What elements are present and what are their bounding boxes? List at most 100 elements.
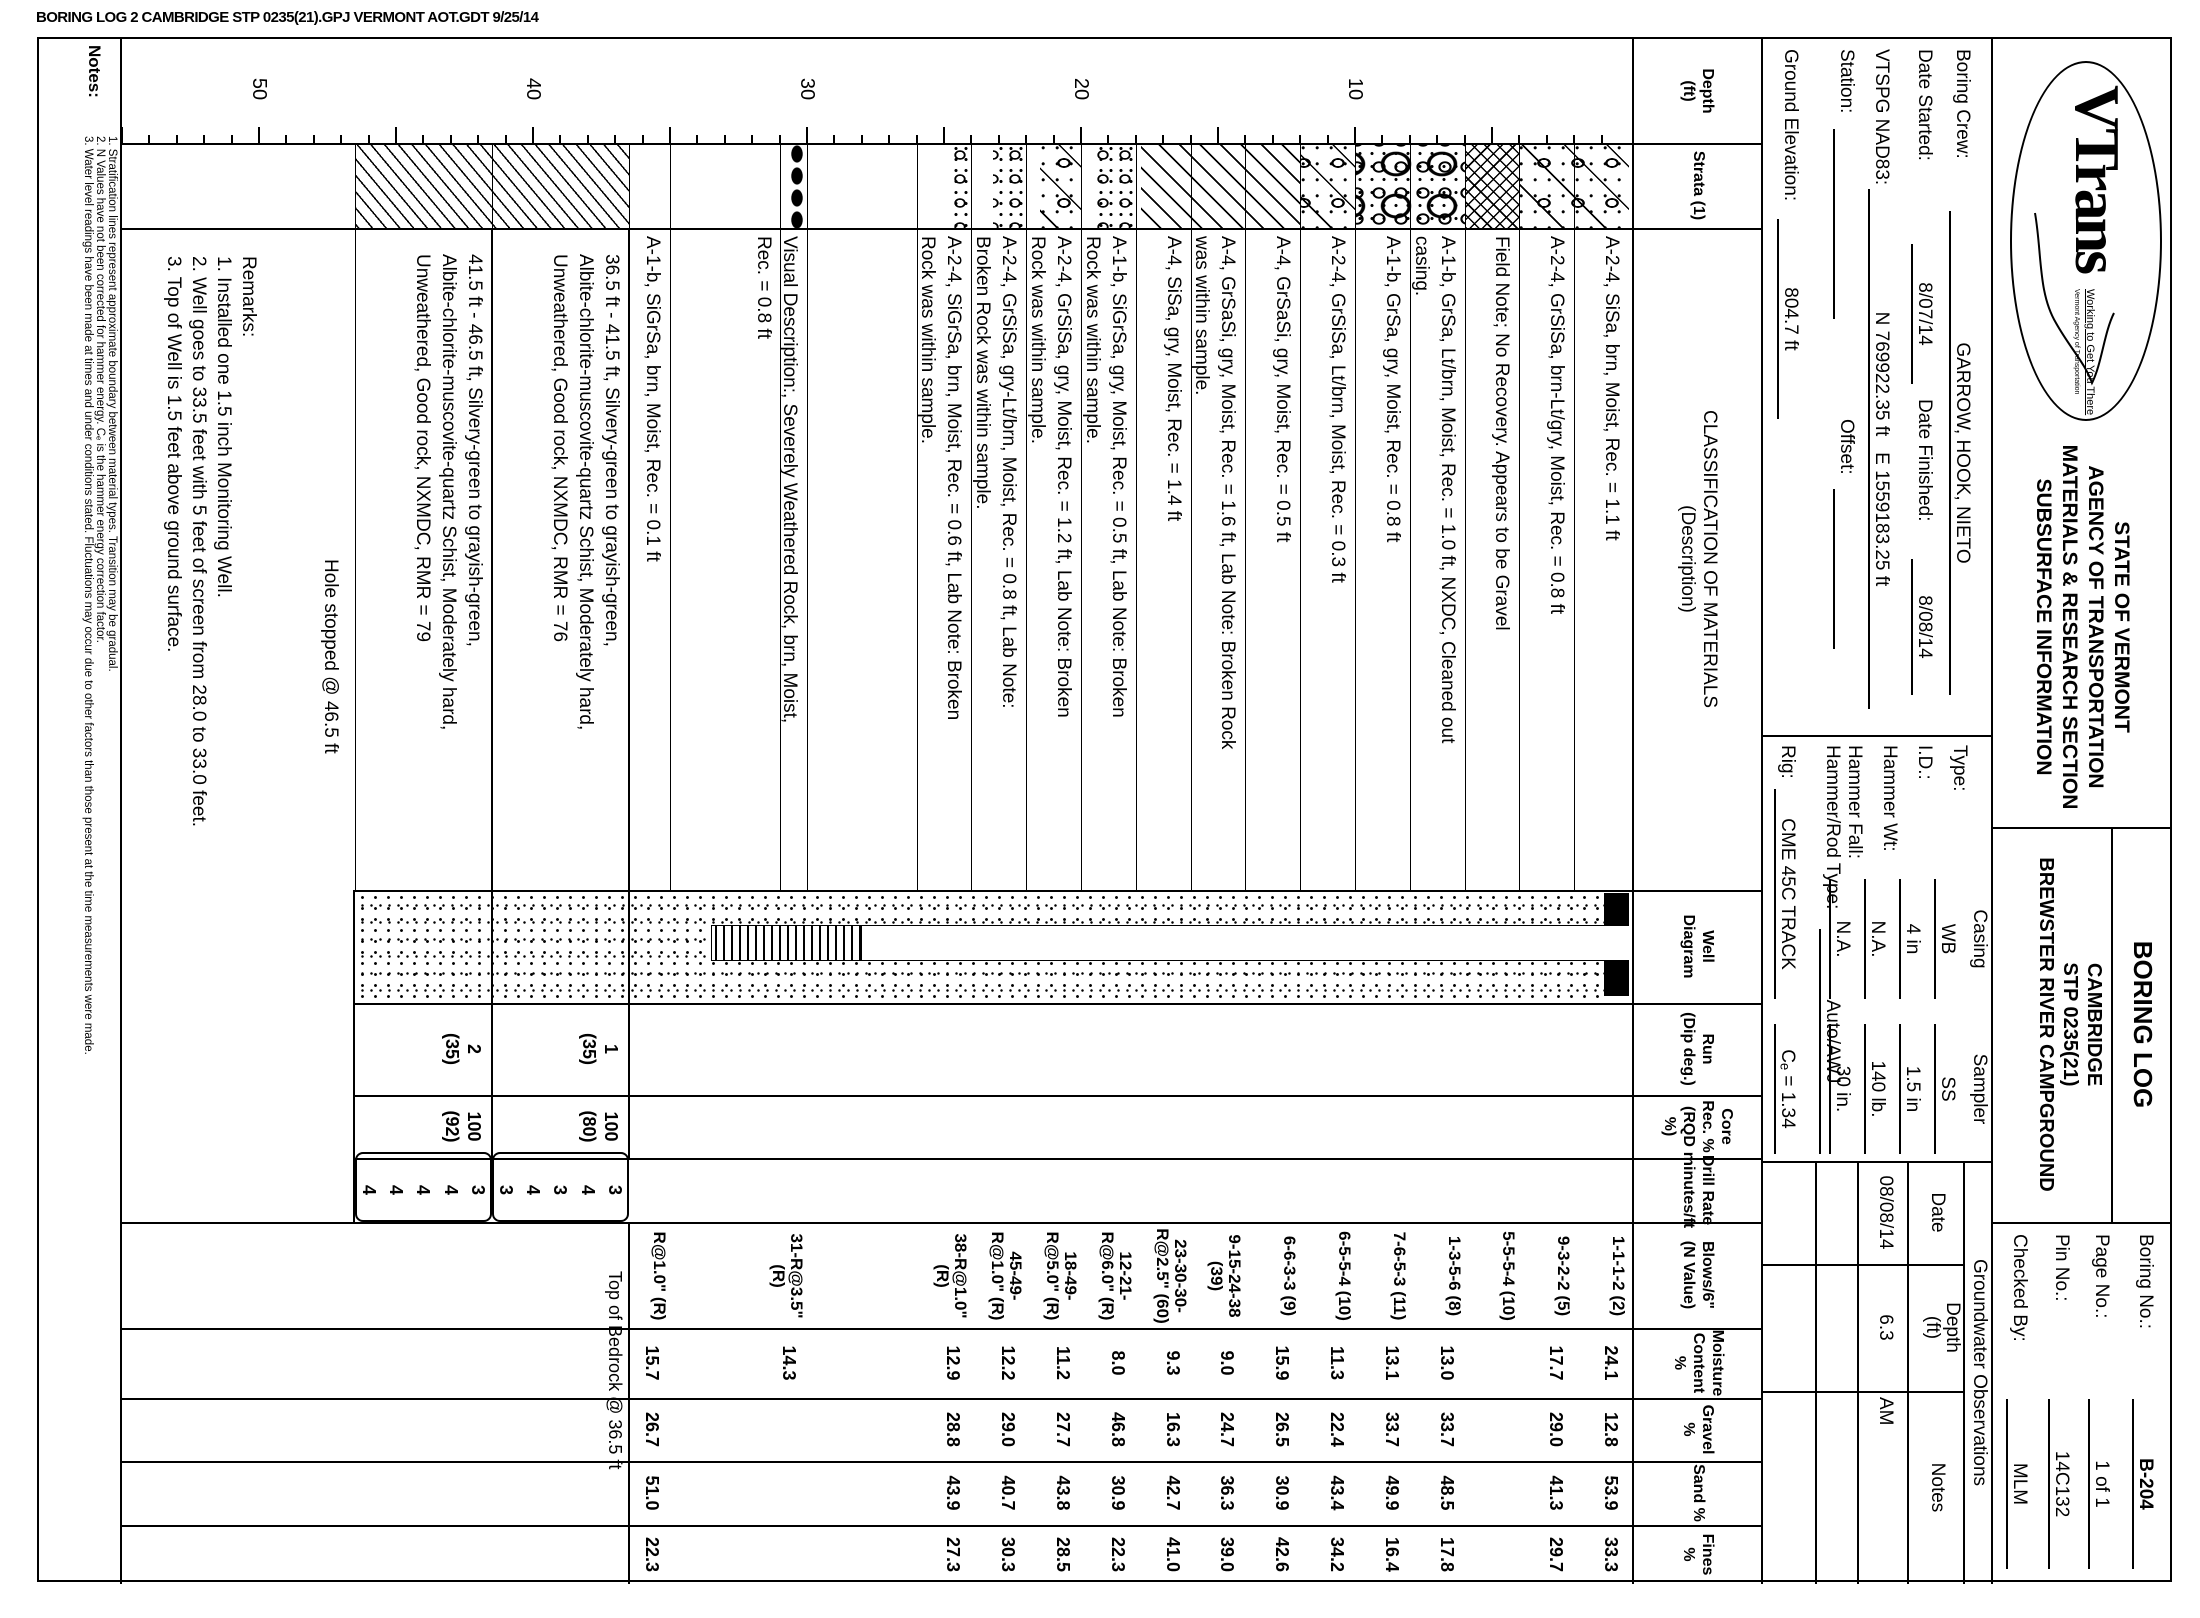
strata-layer-gravel [1094, 143, 1136, 228]
agency-line: STATE OF VERMONT [2110, 521, 2133, 733]
classification-entry: A-2-4, SiGrSa, brn, Moist, Rec. = 0.6 ft… [914, 236, 966, 720]
vtrans-logo: VTrans Working to Get You There Vermont … [2010, 61, 2162, 421]
depth-tick [1381, 135, 1384, 143]
moisture-value: 13.0 [1436, 1345, 1457, 1381]
core-recovery: 100 [600, 1111, 621, 1142]
strata-layer-gravel [952, 143, 972, 228]
well-seal [1604, 961, 1629, 996]
pin-no-value: 14C132 [2048, 1399, 2072, 1569]
moisture-value: 17.7 [1546, 1345, 1567, 1381]
coordinates-value: N 769922.35 ft E 1559183.25 ft [1868, 189, 1892, 709]
stratum-boundary [1245, 143, 1247, 890]
n-value: (R) [1043, 1296, 1062, 1321]
blow-count: 31-R@3.5" (R) [769, 1224, 806, 1328]
depth-tick [1573, 135, 1576, 143]
moisture-value: 11.2 [1053, 1345, 1073, 1381]
classification-entry: A-2-4, GrSiSa, gry-Lt/brn, Moist, Rec. =… [969, 236, 1021, 709]
n-value: (60) [1152, 1293, 1172, 1324]
gravel-value: 33.7 [1381, 1411, 1402, 1448]
project-town: CAMBRIDGE [2083, 962, 2105, 1087]
gw-col-notes: Notes [1927, 1462, 1948, 1513]
column-header: Fines % [1680, 1533, 1717, 1576]
note-item: 1. Stratification lines represent approx… [106, 136, 118, 672]
n-value: (R) [769, 1264, 788, 1288]
rig-label: Rig: [1777, 745, 1798, 779]
column-header: Depth (ft) [1680, 68, 1717, 114]
gravel-value: 29.0 [1546, 1411, 1567, 1448]
bedrock-line [627, 1222, 630, 1584]
classification-entry: A-2-4, GrSiSa, Lt/brn, Moist, Rec. = 0.3… [1324, 236, 1350, 583]
remark-item: 2. Well goes to 33.5 feet with 5 feet of… [188, 256, 209, 828]
classification-entry: A-1-b, GrSa, gry, Moist, Rec. = 0.8 ft [1379, 236, 1405, 542]
sand-value: 30.9 [1107, 1475, 1128, 1511]
stratum-boundary [354, 143, 356, 890]
classification-line: Unweathered, Good rock, NXMDC, RMR = 79 [411, 254, 433, 643]
classification-line: A-2-4, GrSiSa, Lt/brn, Moist, Rec. = 0.3… [1327, 236, 1348, 583]
classification-line: Rock was within sample. [1081, 236, 1103, 445]
fines-value: 22.3 [642, 1536, 662, 1573]
depth-tick [696, 135, 699, 143]
classification-entry: 41.5 ft - 46.5 ft, Silvery-green to gray… [409, 254, 487, 730]
blow-count: 45-49-R@1.0" (R) [988, 1224, 1025, 1328]
depth-tick [422, 135, 425, 143]
classification-entry: A-2-4, SiSa, brn, Moist, Rec. = 1.1 ft [1598, 236, 1624, 541]
fines-value: 28.5 [1053, 1536, 1073, 1573]
classification-line: A-1-b, GrSa, Lt/brn, Moist, Rec. = 1.0 f… [1436, 236, 1458, 744]
classification-line: Visual Description:, Severely Weathered … [779, 236, 800, 724]
classification-line: A-4, GrSaSi, gry, Moist, Rec. = 1.6 ft, … [1217, 236, 1239, 750]
drill-rate-value: 3 [495, 1184, 516, 1195]
sampler-value: 140 lb. [1864, 1024, 1888, 1154]
column-header: Strata (1) [1690, 150, 1707, 221]
blow-count: 9-3-2-2 (5) [1554, 1224, 1573, 1328]
hole-stopped-note: Hole stopped @ 46.5 ft [320, 559, 342, 754]
ground-elevation-value: 804.7 ft [1777, 219, 1801, 419]
offset-value [1833, 489, 1857, 649]
n-value: (39) [1207, 1260, 1227, 1292]
depth-tick [614, 135, 617, 143]
classification-line: A-2-4, SiGrSa, brn, Moist, Rec. = 0.6 ft… [943, 236, 965, 721]
date-started-label: Date Started: [1914, 49, 1935, 161]
stratum-boundary [670, 143, 671, 890]
n-value: (R) [650, 1296, 669, 1321]
strata-layer-crosshatch [1464, 143, 1520, 228]
moisture-value: 9.3 [1162, 1350, 1183, 1376]
column-header: Sand % [1690, 1464, 1707, 1522]
depth-tick [1463, 135, 1466, 143]
depth-tick [833, 135, 836, 143]
drill-rate-value: 4 [386, 1184, 406, 1195]
gravel-value: 22.4 [1327, 1411, 1347, 1448]
classification-line: Rec. = 0.8 ft [753, 236, 774, 339]
strata-layer-silt [1141, 143, 1301, 228]
equipment-label: Type: [1949, 745, 1970, 792]
column-divider [354, 1095, 1763, 1097]
blows-value: 18-49-R@5.0" [1043, 1231, 1080, 1301]
well-riser-pipe [861, 925, 1629, 961]
strata-layer-weathered-rock [785, 143, 807, 228]
depth-tick [751, 135, 754, 143]
depth-tick [778, 135, 781, 143]
depth-tick [860, 135, 863, 143]
classification-line: Field Note; No Recovery. Appears to be G… [1491, 236, 1513, 631]
depth-tick [532, 127, 534, 143]
date-started-value: 8/07/14 [1911, 244, 1935, 384]
sand-value: 42.7 [1162, 1475, 1183, 1511]
classification-line: A-2-4, GrSiSa, gry, Moist, Rec. = 1.2 ft… [1053, 236, 1074, 718]
casing-value: 4 in [1899, 879, 1923, 999]
classification-entry: A-2-4, GrSiSa, brn-Lt/gry, Moist, Rec. =… [1543, 236, 1569, 614]
stratum-boundary [1519, 143, 1521, 890]
classification-entry: A-4, GrSaSi, gry, Moist, Rec. = 1.6 ft, … [1188, 236, 1240, 749]
drill-rate-value: 4 [358, 1184, 379, 1195]
column-header: Drill Rate minutes/ft [1680, 1151, 1717, 1229]
groundwater-title: Groundwater Observations [1969, 1258, 1990, 1487]
gravel-value: 24.7 [1217, 1411, 1238, 1448]
depth-tick [312, 135, 315, 143]
blow-count: 6-6-3-3 (9) [1280, 1224, 1299, 1328]
sand-value: 43.9 [943, 1475, 964, 1511]
gravel-value: 46.8 [1107, 1411, 1128, 1448]
fines-value: 27.3 [943, 1536, 964, 1573]
n-value: (R) [933, 1264, 953, 1288]
classification-line: 36.5 ft - 41.5 ft, Silvery-green to gray… [600, 254, 622, 647]
fines-value: 41.0 [1162, 1536, 1183, 1573]
classification-line: A-2-4, GrSiSa, gry-Lt/brn, Moist, Rec. =… [998, 236, 1020, 709]
casing-value: WB [1934, 879, 1958, 999]
